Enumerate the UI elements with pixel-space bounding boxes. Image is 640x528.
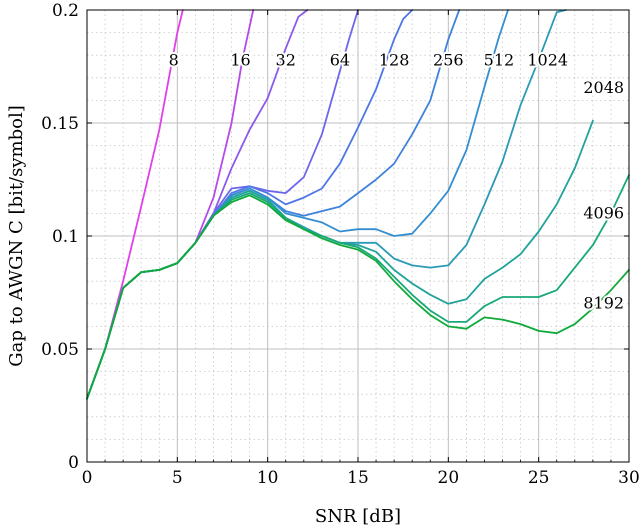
axis-ticks	[86, 9, 630, 463]
series-line-8192	[86, 194, 630, 400]
series-label-halo: 32	[276, 51, 296, 70]
series-label-16: 16	[230, 51, 250, 70]
y-tick-label: 0.15	[41, 114, 79, 134]
series-label-32: 32	[276, 51, 296, 70]
series-label-halo: 8	[169, 51, 179, 70]
series-label-halo: 1024	[527, 51, 568, 70]
x-tick-label: 0	[82, 468, 93, 488]
series-layer	[86, 9, 630, 400]
series-label-halo: 4096	[583, 203, 624, 222]
x-tick-label: 20	[438, 468, 460, 488]
series-label-512: 512	[484, 51, 515, 70]
series-label-64: 64	[330, 51, 350, 70]
grid	[87, 10, 629, 462]
series-label-256: 256	[433, 51, 464, 70]
series-label-1024: 1024	[527, 51, 568, 70]
series-label-8: 8	[169, 51, 179, 70]
y-axis-label: Gap to AWGN C [bit/symbol]	[6, 105, 27, 366]
x-tick-label: 30	[618, 468, 640, 488]
series-label-8192: 8192	[583, 294, 624, 313]
series-label-halo: 64	[330, 51, 350, 70]
series-label-128: 128	[379, 51, 410, 70]
series-label-halo: 8192	[583, 294, 624, 313]
series-label-4096: 4096	[583, 203, 624, 222]
x-tick-label: 15	[347, 468, 369, 488]
x-tick-label: 5	[172, 468, 183, 488]
series-label-halo: 512	[484, 51, 515, 70]
y-tick-label: 0	[68, 453, 79, 473]
series-label-halo: 256	[433, 51, 464, 70]
y-tick-label: 0.1	[52, 227, 79, 247]
series-label-halo: 2048	[583, 78, 624, 97]
series-label-halo: 128	[379, 51, 410, 70]
series-label-2048: 2048	[583, 78, 624, 97]
x-axis-label: SNR [dB]	[315, 506, 401, 527]
x-tick-label: 25	[528, 468, 550, 488]
y-tick-label: 0.2	[52, 1, 79, 21]
series-label-halo: 16	[230, 51, 250, 70]
x-tick-label: 10	[257, 468, 279, 488]
y-tick-label: 0.05	[41, 340, 79, 360]
tick-labels: 0 5 10 15 20 25 30 0 0.05 0.1 0.15 0.2	[41, 1, 640, 488]
